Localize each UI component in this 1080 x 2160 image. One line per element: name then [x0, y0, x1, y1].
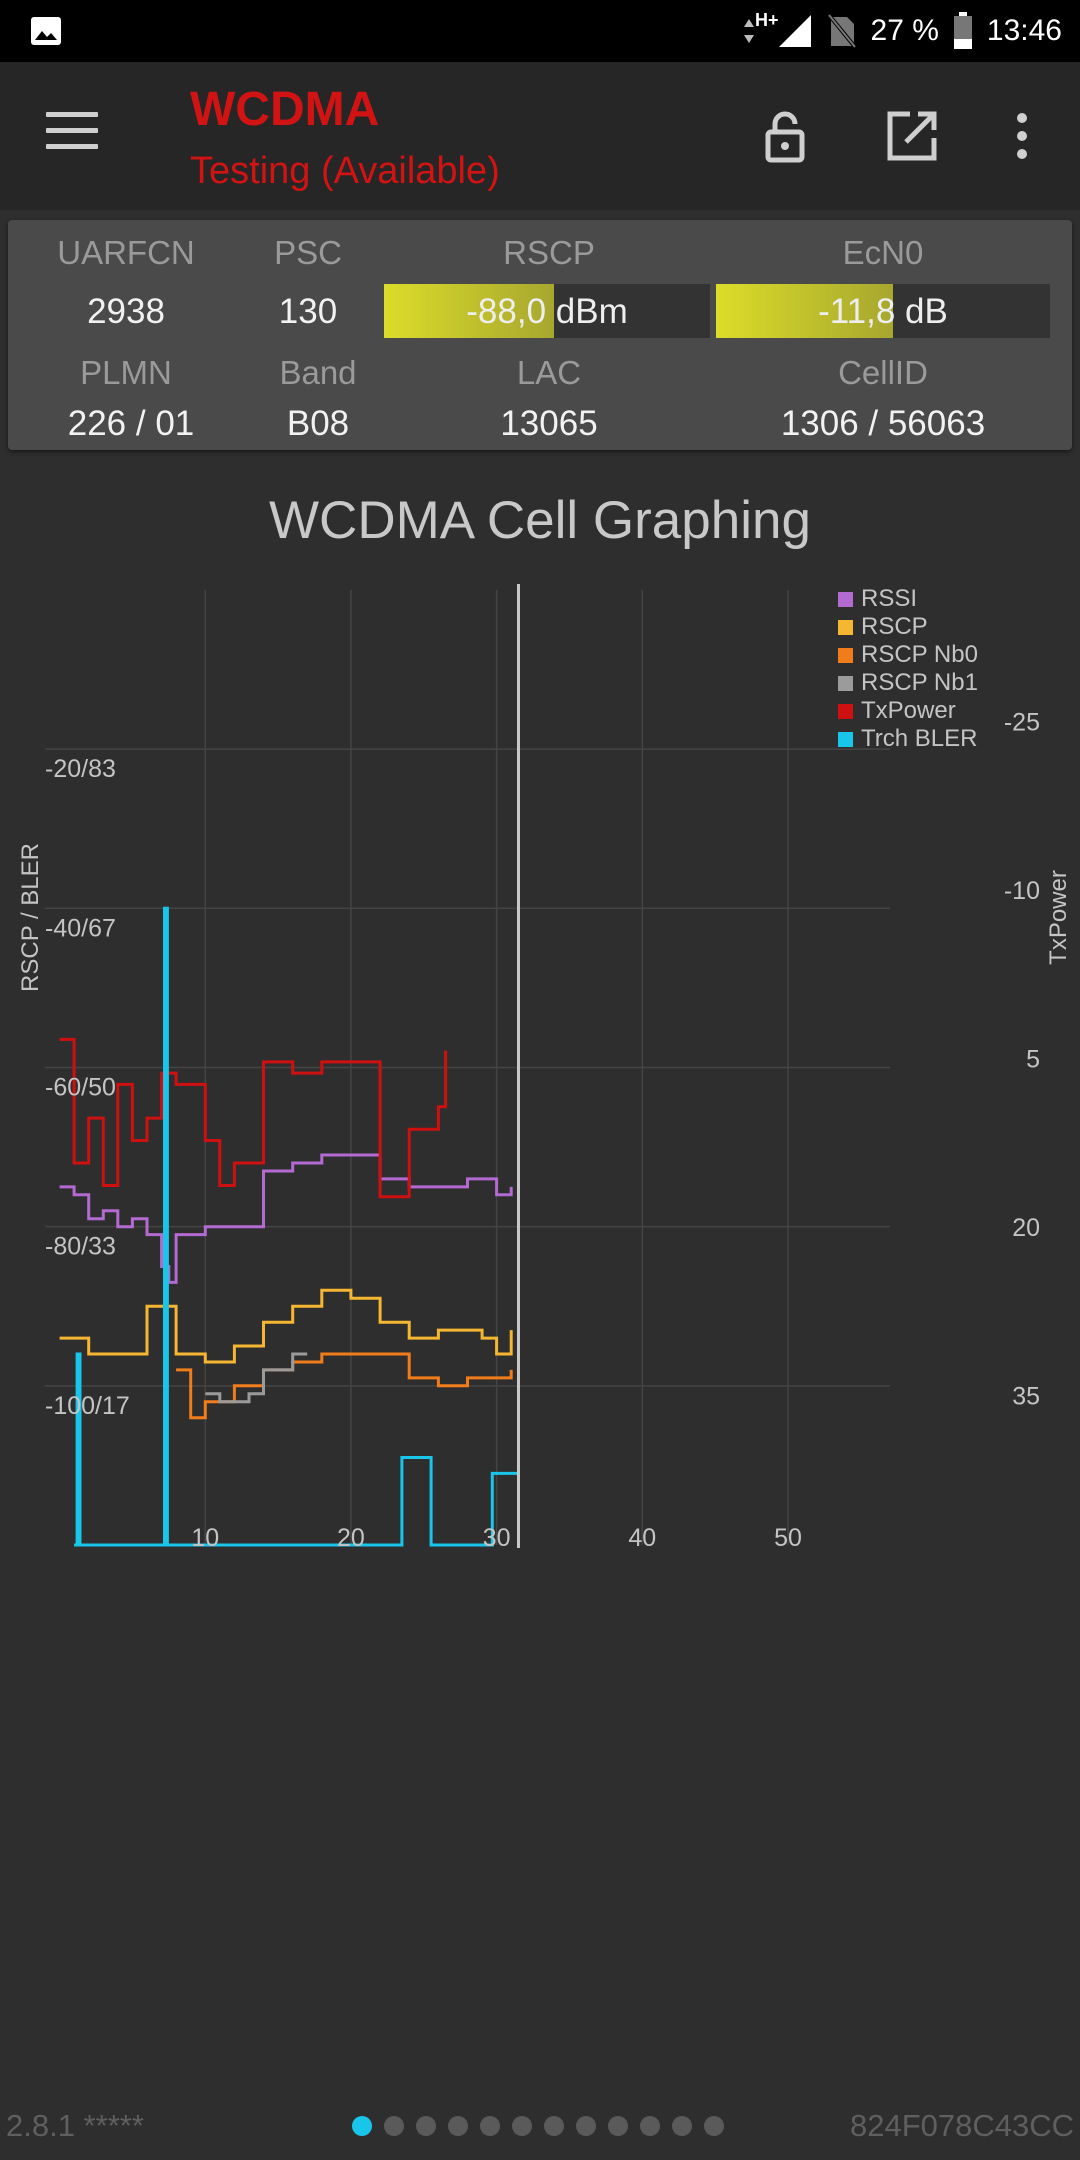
cellid-value: 1306 / 56063 [780, 404, 986, 443]
page-dot[interactable] [416, 2116, 436, 2136]
legend-swatch [838, 620, 853, 635]
device-id: 824F078C43CC [849, 2108, 1074, 2143]
y-left-tick-label: -40/67 [45, 914, 116, 942]
clock: 13:46 [986, 14, 1062, 47]
x-tick-label: 10 [191, 1524, 219, 1552]
y-left-axis-title: RSCP / BLER [17, 843, 44, 992]
y-right-tick-label: -25 [1004, 708, 1040, 736]
data-arrows-icon [744, 19, 755, 43]
plmn-label: PLMN [80, 354, 172, 391]
page-dot[interactable] [448, 2116, 468, 2136]
x-tick-label: 50 [774, 1524, 802, 1552]
series-line-rscp [59, 1288, 513, 1364]
x-tick-label: 20 [337, 1524, 365, 1552]
app-toolbar: WCDMA Testing (Available) [0, 62, 1080, 210]
rscp-bar-fill [384, 284, 554, 338]
x-tick-label: 30 [483, 1524, 511, 1552]
cellid-label: CellID [838, 354, 928, 391]
chart-title: WCDMA Cell Graphing [269, 491, 811, 550]
band-label: Band [279, 354, 357, 391]
legend-label: RSSI [861, 585, 917, 612]
battery-icon [953, 12, 972, 49]
rscp-label: RSCP [503, 234, 595, 271]
page-dot[interactable] [512, 2116, 532, 2136]
network-type: H+ [755, 9, 779, 30]
y-right-tick-label: -10 [1004, 877, 1040, 905]
ecn0-bar-fill [716, 284, 894, 338]
band-value: B08 [286, 404, 350, 443]
legend-label: TxPower [861, 697, 956, 724]
legend-label: RSCP [861, 613, 928, 640]
psc-value: 130 [278, 292, 338, 331]
series-line-rscp-nb1 [205, 1352, 308, 1404]
open-external-icon[interactable] [882, 106, 942, 166]
page-dot[interactable] [384, 2116, 404, 2136]
legend-label: Trch BLER [861, 725, 977, 752]
status-bar-right: H+ 27 % 13:46 [743, 0, 1062, 62]
uarfcn-value: 2938 [87, 292, 165, 331]
no-sim-icon [826, 13, 857, 49]
menu-icon[interactable] [46, 112, 98, 152]
page-subtitle: Testing (Available) [190, 150, 500, 192]
legend-swatch [838, 648, 853, 663]
legend-swatch [838, 592, 853, 607]
legend-swatch [838, 704, 853, 719]
y-right-tick-label: 20 [1012, 1214, 1040, 1242]
app-version: 2.8.1 ***** [6, 2108, 144, 2143]
y-left-tick-label: -80/33 [45, 1233, 116, 1261]
lock-icon[interactable] [755, 106, 815, 166]
y-right-tick-label: 5 [1026, 1045, 1040, 1073]
series-line-rssi [59, 1153, 513, 1284]
more-vert-icon[interactable] [992, 106, 1052, 166]
page-dot[interactable] [704, 2116, 724, 2136]
legend-label: RSCP Nb0 [861, 641, 978, 668]
uarfcn-label: UARFCN [57, 234, 195, 271]
page-dot[interactable] [480, 2116, 500, 2136]
ecn0-value: -11,8 dB [818, 292, 948, 331]
y-left-tick-label: -60/50 [45, 1074, 116, 1102]
rscp-bar: -88,0 dBm [384, 284, 710, 338]
page-title: WCDMA [190, 83, 380, 136]
page-dot[interactable] [576, 2116, 596, 2136]
page-indicator [352, 2116, 724, 2136]
ecn0-bar: -11,8 dB [716, 284, 1050, 338]
psc-label: PSC [274, 234, 342, 271]
page-dot[interactable] [672, 2116, 692, 2136]
series-line-trch-bler [74, 906, 519, 1547]
y-left-tick-label: -100/17 [45, 1392, 130, 1420]
page-dot[interactable] [352, 2116, 372, 2136]
page-dot[interactable] [608, 2116, 628, 2136]
legend-swatch [838, 732, 853, 747]
plmn-value: 226 / 01 [67, 404, 195, 443]
cell-graph-chart[interactable]: 10 20 30 40 50 -20/83 -40/67 -60/50 -80/33 -100/1… [0, 570, 1080, 1570]
series-line-rscp-nb0 [176, 1352, 513, 1420]
battery-percent: 27 % [870, 14, 939, 47]
page-dot[interactable] [640, 2116, 660, 2136]
legend-label: RSCP Nb1 [861, 669, 978, 696]
lac-label: LAC [516, 354, 582, 391]
signal-icon [778, 15, 811, 47]
image-icon [31, 17, 61, 45]
lac-value: 13065 [500, 404, 598, 443]
x-tick-label: 40 [628, 1524, 656, 1552]
y-right-axis-title: TxPower [1045, 870, 1072, 965]
rscp-value: -88,0 dBm [466, 292, 628, 331]
status-bar: H+ 27 % 13:46 [0, 0, 1080, 62]
legend-swatch [838, 676, 853, 691]
cell-info-panel: UARFCN 2938 PSC 130 RSCP -88,0 dBm EcN0 … [8, 220, 1072, 450]
y-left-tick-label: -20/83 [45, 755, 116, 783]
ecn0-label: EcN0 [842, 234, 924, 271]
y-right-tick-label: 35 [1012, 1382, 1040, 1410]
page-dot[interactable] [544, 2116, 564, 2136]
footer: 2.8.1 ***** 824F078C43CC [0, 2108, 1080, 2148]
series-line-txpower [59, 1037, 448, 1199]
